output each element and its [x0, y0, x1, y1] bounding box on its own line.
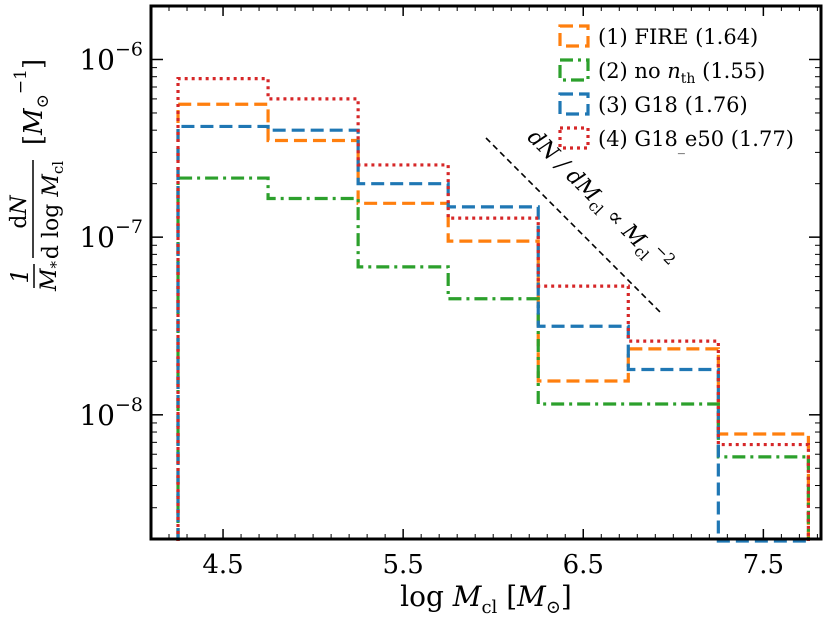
- svg-text:1: 1: [6, 268, 34, 283]
- svg-text:dN: dN: [7, 195, 32, 229]
- y-tick-label: 10−8: [79, 394, 143, 432]
- histogram-series: [176, 124, 809, 543]
- legend-label: (3) G18 (1.76): [598, 93, 748, 117]
- legend-swatch: [558, 126, 590, 150]
- legend-swatch: [558, 58, 590, 82]
- x-tick-label: 4.5: [202, 550, 243, 580]
- y-tick-label: 10−7: [79, 216, 143, 254]
- legend-label: (2) no nth (1.55): [598, 59, 765, 87]
- legend-swatch: [558, 24, 590, 48]
- ticks-layer: 4.5 5.5 6.5 7.5 10−6 10−7 10−8: [79, 5, 821, 580]
- legend: (1) FIRE (1.64) (2) no nth (1.55) (3) G18 …: [558, 24, 794, 155]
- svg-text:M*: M*: [37, 260, 65, 292]
- svg-text:d log Mcl: d log Mcl: [39, 161, 67, 259]
- legend-label: (4) G18_e50 (1.77): [598, 127, 794, 155]
- legend-swatch: [558, 92, 590, 116]
- svg-text:[M⊙−1]: [M⊙−1]: [11, 59, 53, 145]
- slope-reference-line: [485, 137, 663, 315]
- y-axis-label: 1 M* dN d log Mcl [M⊙−1]: [6, 59, 67, 292]
- x-tick-label: 7.5: [743, 550, 784, 580]
- y-tick-label: 10−6: [79, 38, 143, 76]
- plot-frame: [149, 4, 823, 541]
- x-axis-label: log Mcl [M⊙]: [400, 580, 572, 618]
- legend-label: (1) FIRE (1.64): [598, 25, 758, 49]
- histogram-series: [176, 102, 810, 541]
- x-tick-label: 6.5: [563, 550, 604, 580]
- x-tick-label: 5.5: [382, 550, 423, 580]
- series-layer: [176, 77, 810, 543]
- histogram-series: [176, 77, 810, 541]
- histogram-series: [176, 176, 810, 541]
